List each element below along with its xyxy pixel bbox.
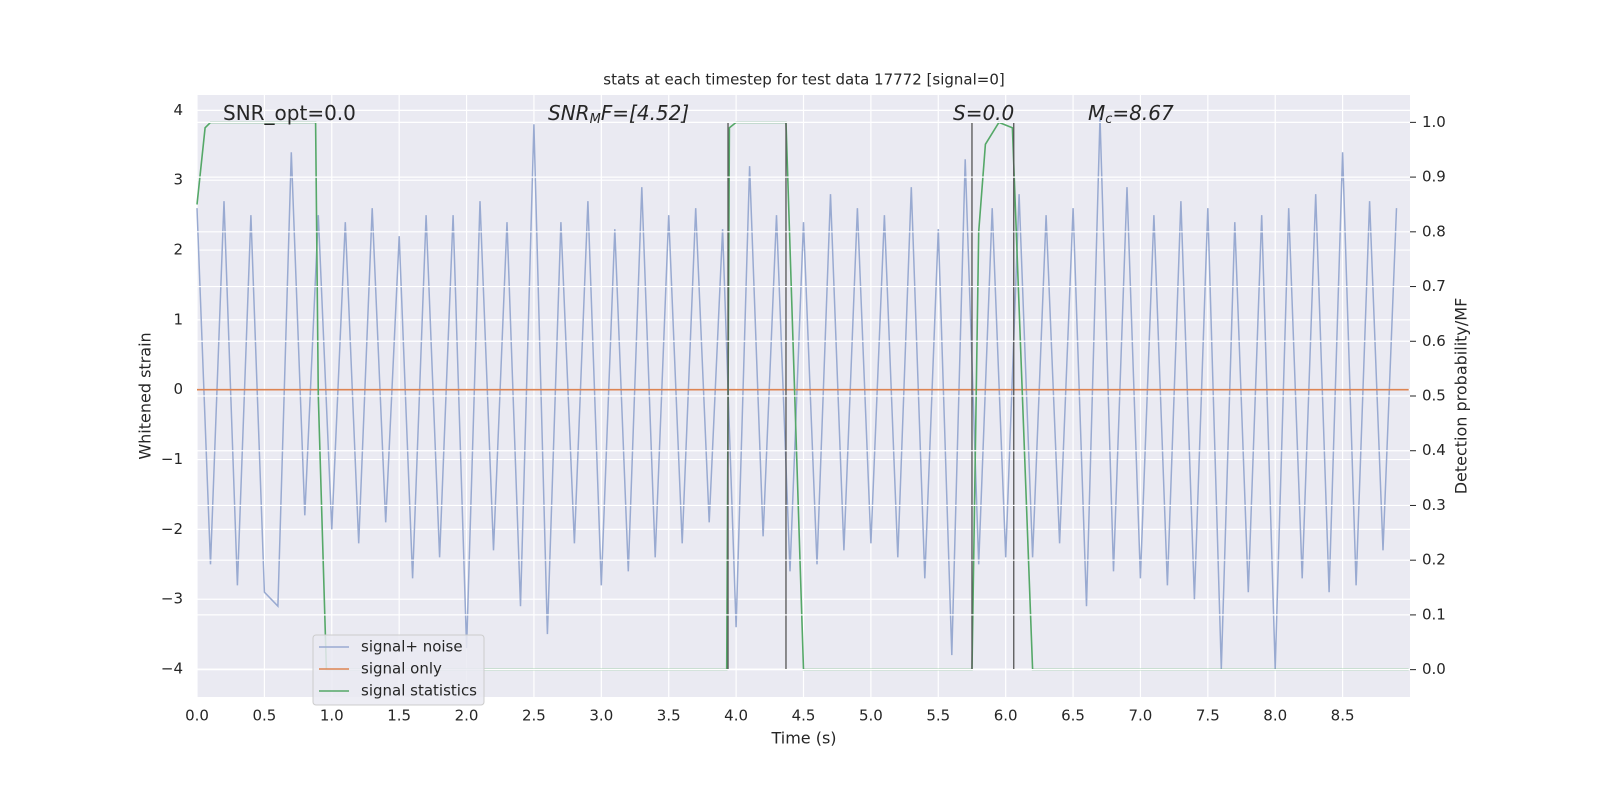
annotation-text: S (953, 101, 966, 125)
annotation-subscript: M (590, 112, 601, 127)
x-tick-label: 5.5 (926, 707, 950, 725)
x-tick-label: 1.5 (387, 707, 411, 725)
x-tick-label: 2.5 (522, 707, 546, 725)
y2-tick-label: 0.1 (1422, 605, 1446, 623)
y-tick-label: 0 (173, 380, 183, 398)
annotation: SNR_opt=0.0 (223, 101, 356, 125)
annotation-text: M (1088, 101, 1105, 125)
annotation-subscript: c (1105, 112, 1112, 127)
annotation-text: SNR (548, 101, 590, 125)
x-tick-label: 6.5 (1061, 707, 1085, 725)
y-axis-label: Whitened strain (136, 332, 155, 459)
x-axis-label: Time (s) (770, 729, 836, 748)
y2-tick-label: 1.0 (1422, 113, 1446, 131)
y2-tick-label: 0.0 (1422, 660, 1446, 678)
y2-tick-label: 0.5 (1422, 387, 1446, 405)
y2-axis-label: Detection probability/MF (1452, 298, 1471, 495)
legend-label: signal+ noise (361, 638, 463, 656)
y-tick-label: −4 (161, 660, 183, 678)
y-tick-label: 2 (173, 241, 183, 259)
x-tick-label: 8.0 (1263, 707, 1287, 725)
data-line (196, 117, 1398, 670)
legend-label: signal statistics (361, 682, 477, 700)
y-tick-label: 4 (173, 101, 183, 119)
x-tick-label: 1.0 (320, 707, 344, 725)
legend-label: signal only (361, 660, 442, 678)
y-tick-label: −1 (161, 450, 183, 468)
x-tick-label: 0.5 (252, 707, 276, 725)
y2-tick-label: 0.4 (1422, 441, 1446, 459)
legend-box (312, 634, 485, 706)
x-tick-label: 7.0 (1129, 707, 1153, 725)
x-tick-label: 3.5 (657, 707, 681, 725)
annotation-text: =8.67 (1112, 101, 1174, 125)
x-tick-label: 2.0 (455, 707, 479, 725)
x-tick-label: 0.0 (185, 707, 209, 725)
y-tick-label: −3 (161, 590, 183, 608)
x-tick-label: 4.0 (724, 707, 748, 725)
x-tick-label: 6.0 (994, 707, 1018, 725)
annotation: S=0.0 (953, 101, 1014, 125)
y2-tick-label: 0.8 (1422, 222, 1446, 240)
x-tick-label: 5.0 (859, 707, 883, 725)
y2-tick-label: 0.6 (1422, 332, 1446, 350)
y2-tick-label: 0.7 (1422, 277, 1446, 295)
y2-tick-label: 0.2 (1422, 551, 1446, 569)
x-tick-label: 8.5 (1331, 707, 1355, 725)
legend: signal+ noise signal only signal statistic… (312, 634, 485, 706)
chart-title: stats at each timestep for test data 177… (603, 71, 1004, 89)
annotation-text: SNR_opt=0.0 (223, 101, 356, 125)
y-tick-label: −2 (161, 520, 183, 538)
annotation: SNRMF=[4.52] (548, 101, 689, 127)
y-tick-label: 1 (173, 310, 183, 328)
x-tick-label: 3.0 (589, 707, 613, 725)
y-tick-label: 3 (173, 171, 183, 189)
y2-tick-label: 0.9 (1422, 168, 1446, 186)
annotation: Mc=8.67 (1088, 101, 1174, 127)
y2-tick-label: 0.3 (1422, 496, 1446, 514)
x-tick-label: 4.5 (792, 707, 816, 725)
annotation-text: F=[4.52] (601, 101, 689, 125)
annotation-text: =0.0 (966, 101, 1015, 125)
x-tick-label: 7.5 (1196, 707, 1220, 725)
